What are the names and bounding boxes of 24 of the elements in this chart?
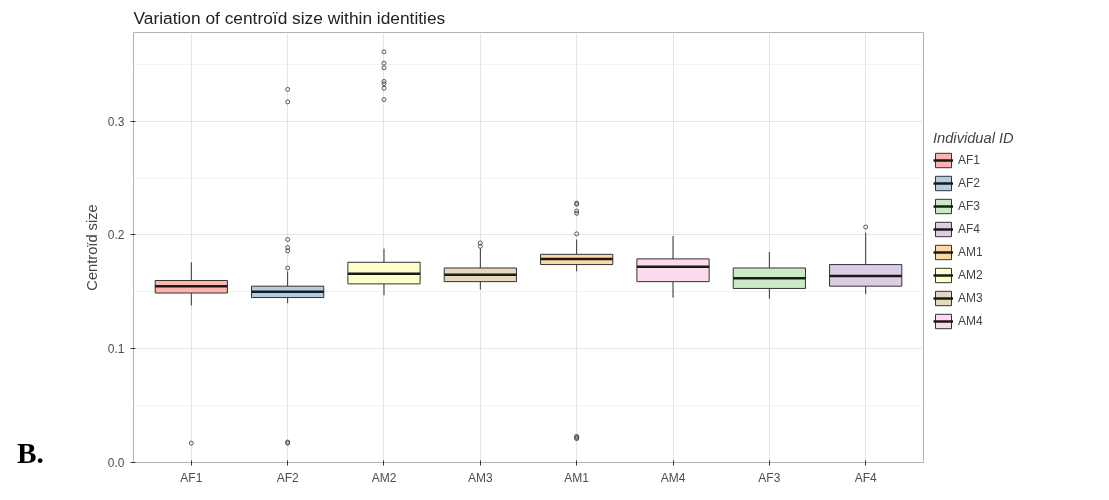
x-tick-label: AF2 [276, 470, 299, 485]
legend-label: AM4 [958, 314, 983, 328]
legend-label: AF1 [958, 153, 981, 167]
x-tick-label: AM2 [371, 470, 397, 485]
x-tick-label: AM3 [467, 470, 493, 485]
chart-title: Variation of centroïd size within identities [133, 7, 446, 28]
text: B. [17, 436, 44, 472]
y-tick-label: 0.0 [107, 456, 125, 470]
y-tick-label: 0.2 [107, 228, 125, 243]
legend-label: AF2 [958, 176, 981, 190]
y-axis-title: Centroïd size [83, 204, 100, 291]
y-tick-label: 0.1 [107, 342, 125, 357]
legend-label: AF4 [958, 222, 981, 236]
x-tick-label: AF3 [758, 470, 781, 485]
legend-label: AM1 [958, 245, 983, 259]
x-tick-label: AM1 [564, 470, 590, 485]
legend-label: AM3 [958, 291, 983, 305]
legend-title: Individual ID [933, 130, 1014, 146]
y-tick-label: 0.3 [107, 114, 125, 129]
legend-label: AF3 [958, 199, 981, 213]
x-tick-label: AM4 [660, 470, 686, 485]
x-tick-label: AF1 [180, 470, 203, 485]
legend-label: AM2 [958, 268, 983, 282]
x-tick-label: AF4 [854, 470, 878, 485]
